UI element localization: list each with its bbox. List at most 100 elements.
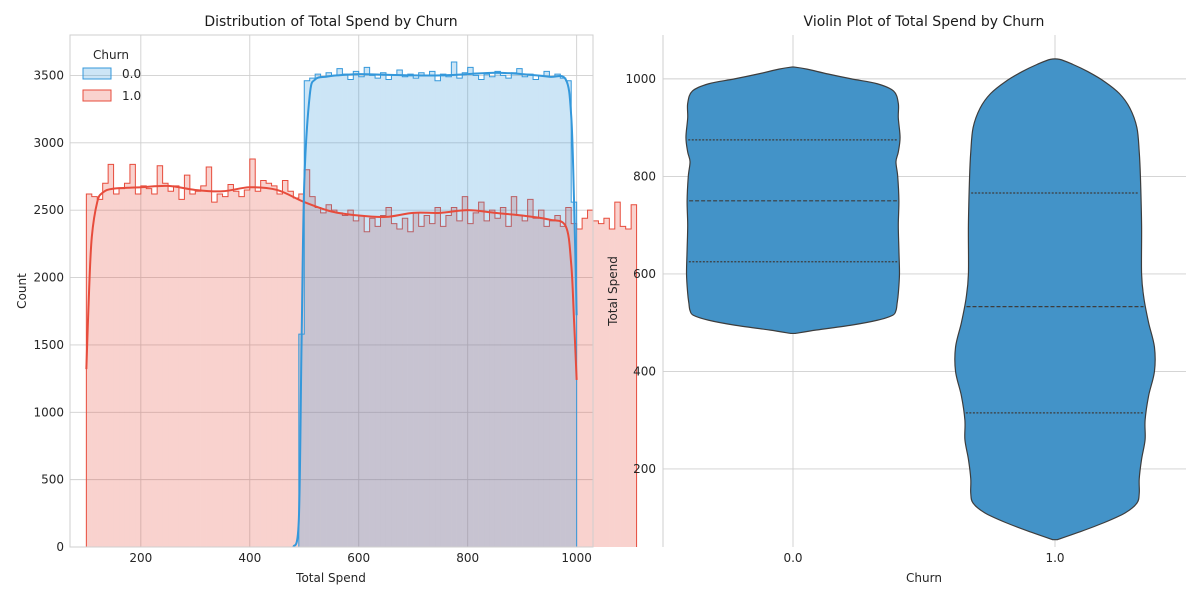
hist-bar-s1-90 <box>576 229 583 547</box>
hist-bar-s1-38 <box>293 198 299 547</box>
hist-bar-s0-11 <box>358 76 365 547</box>
hist-bar-s1-53 <box>375 226 381 548</box>
hist-bar-s1-93 <box>593 220 599 548</box>
hist-bar-s1-47 <box>342 215 348 547</box>
hist-bar-s0-7 <box>336 68 343 548</box>
hist-bar-s0-32 <box>473 75 479 547</box>
hist-ytick-0: 0 <box>56 540 64 554</box>
hist-bar-s1-24 <box>217 193 223 547</box>
violin-ytick-4: 1000 <box>625 72 656 86</box>
hist-bar-s1-58 <box>402 218 408 547</box>
hist-bar-s0-44 <box>538 75 544 547</box>
histogram-frame <box>69 34 594 548</box>
hist-bar-s1-95 <box>603 218 610 547</box>
hist-bar-s0-29 <box>456 78 463 548</box>
hist-bar-s1-31 <box>255 191 261 547</box>
hist-bar-s1-8 <box>129 164 136 548</box>
hist-bar-s1-17 <box>178 199 185 547</box>
hist-bar-s0-16 <box>385 79 392 547</box>
hist-bar-s1-43 <box>320 212 327 547</box>
hist-bar-s0-41 <box>522 76 528 547</box>
histogram-ticks: 200 400 600 800 1000 0 500 1000 1500 2000 2500 3000… <box>33 68 591 565</box>
hist-bar-s0-17 <box>391 75 397 547</box>
violin-panel: Violin Plot of Total Spend by Churn 0.0 1… <box>606 14 1186 585</box>
hist-bar-s1-63 <box>429 223 436 547</box>
hist-bar-s0-24 <box>429 71 436 548</box>
hist-bar-s1-83 <box>538 210 544 547</box>
hist-ytick-4: 2000 <box>33 271 64 285</box>
hist-ytick-2: 1000 <box>33 405 64 419</box>
hist-bar-s0-48 <box>560 78 566 548</box>
series-0.0-histogram <box>298 61 578 548</box>
hist-bar-s1-67 <box>451 207 457 547</box>
hist-bar-s1-56 <box>391 223 397 547</box>
hist-bar-s0-12 <box>364 67 370 547</box>
hist-bar-s1-40 <box>304 169 310 547</box>
hist-bar-s1-28 <box>238 196 245 547</box>
hist-bar-s1-86 <box>554 215 561 547</box>
hist-bar-s1-5 <box>113 193 120 547</box>
hist-bar-s1-11 <box>146 188 152 547</box>
hist-xtick-2: 600 <box>347 551 370 565</box>
hist-bar-s1-99 <box>625 229 632 547</box>
hist-bar-s0-6 <box>331 75 337 547</box>
hist-bar-s0-18 <box>396 70 403 547</box>
hist-bar-s1-25 <box>222 196 228 547</box>
hist-bar-s0-25 <box>435 80 441 548</box>
hist-bar-s1-1 <box>91 196 98 547</box>
histogram-ylabel: Count <box>15 273 29 309</box>
hist-bar-s0-36 <box>494 71 501 548</box>
hist-bar-s1-71 <box>473 212 479 547</box>
hist-bar-s1-88 <box>565 207 572 547</box>
hist-ytick-5: 2500 <box>33 203 64 217</box>
hist-bar-s0-27 <box>445 76 452 547</box>
hist-bar-s1-19 <box>189 193 196 547</box>
hist-xtick-1: 400 <box>238 551 261 565</box>
violin-0.0 <box>685 66 901 335</box>
hist-ytick-7: 3500 <box>33 68 64 82</box>
hist-bar-s1-68 <box>456 220 463 548</box>
hist-bar-s0-50 <box>571 202 577 548</box>
hist-bar-s1-46 <box>336 212 343 547</box>
hist-bar-s1-97 <box>614 202 621 548</box>
legend-swatch-1 <box>82 89 112 102</box>
hist-bar-s1-33 <box>266 183 272 548</box>
hist-bar-s1-60 <box>413 212 419 547</box>
hist-bar-s1-21 <box>200 185 207 547</box>
hist-bar-s1-74 <box>489 210 495 547</box>
violin-ytick-3: 800 <box>633 169 656 183</box>
hist-bar-s1-77 <box>505 226 512 548</box>
hist-bar-s0-3 <box>315 74 321 548</box>
hist-bar-s1-84 <box>543 226 550 548</box>
hist-bar-s0-37 <box>500 75 506 547</box>
hist-bar-s1-54 <box>380 215 386 547</box>
hist-bar-s1-57 <box>396 229 403 547</box>
hist-bar-s1-64 <box>435 207 441 547</box>
hist-bar-s0-23 <box>424 75 430 547</box>
hist-bar-s0-47 <box>554 74 561 548</box>
hist-bar-s1-61 <box>418 226 425 548</box>
hist-bar-s1-36 <box>282 180 288 547</box>
hist-bar-s1-89 <box>571 223 577 547</box>
hist-bar-s0-39 <box>511 72 517 547</box>
hist-ytick-6: 3000 <box>33 136 64 150</box>
hist-bar-s0-8 <box>342 74 348 548</box>
hist-bar-s1-9 <box>135 193 141 547</box>
violin-ticks: 0.0 1.0 200 400 600 800 1000 <box>625 72 1064 565</box>
violin-xtick-1: 1.0 <box>1045 551 1064 565</box>
hist-bar-s1-14 <box>162 183 169 548</box>
hist-bar-s0-30 <box>462 72 468 547</box>
hist-bar-s0-15 <box>380 72 386 547</box>
hist-bar-s1-85 <box>549 220 555 548</box>
hist-bar-s0-45 <box>543 71 550 548</box>
legend-label-1: 1.0 <box>122 89 141 103</box>
hist-bar-s1-16 <box>173 185 179 547</box>
hist-bar-s1-35 <box>277 193 283 547</box>
violin-ytick-0: 200 <box>633 462 656 476</box>
hist-bar-s1-37 <box>287 191 294 547</box>
hist-bar-s0-22 <box>418 72 425 547</box>
hist-bar-s1-20 <box>195 191 201 547</box>
violin-ylabel: Total Spend <box>606 256 620 327</box>
hist-bar-s1-78 <box>511 196 517 547</box>
